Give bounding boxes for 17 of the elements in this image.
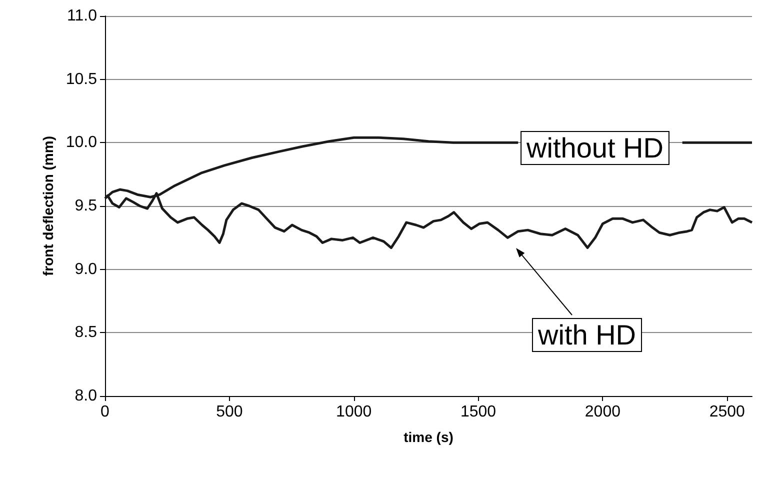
y-tick-label: 11.0 (67, 8, 98, 24)
x-tick-label: 1000 (336, 404, 372, 420)
y-tick-label: 9.0 (74, 260, 98, 278)
y-tick-label: 8.0 (74, 388, 98, 404)
annotation: with HD (536, 320, 636, 350)
x-tick-label: 2000 (584, 404, 621, 420)
y-tick-label: 9.5 (74, 198, 98, 214)
y-tick-label: 8.5 (74, 324, 98, 342)
x-tick-label: 0 (100, 404, 110, 420)
y-axis-title: front deflection (mm) (40, 136, 56, 276)
x-axis-title: time (s) (404, 429, 454, 445)
annotation: without HD (526, 132, 664, 164)
x-tick-label: 500 (216, 404, 243, 420)
x-tick-label: 1500 (460, 404, 496, 420)
y-tick-label: 10.0 (66, 134, 98, 152)
y-tick-label: 10.5 (66, 70, 98, 88)
x-tick-label: 2500 (709, 404, 746, 420)
